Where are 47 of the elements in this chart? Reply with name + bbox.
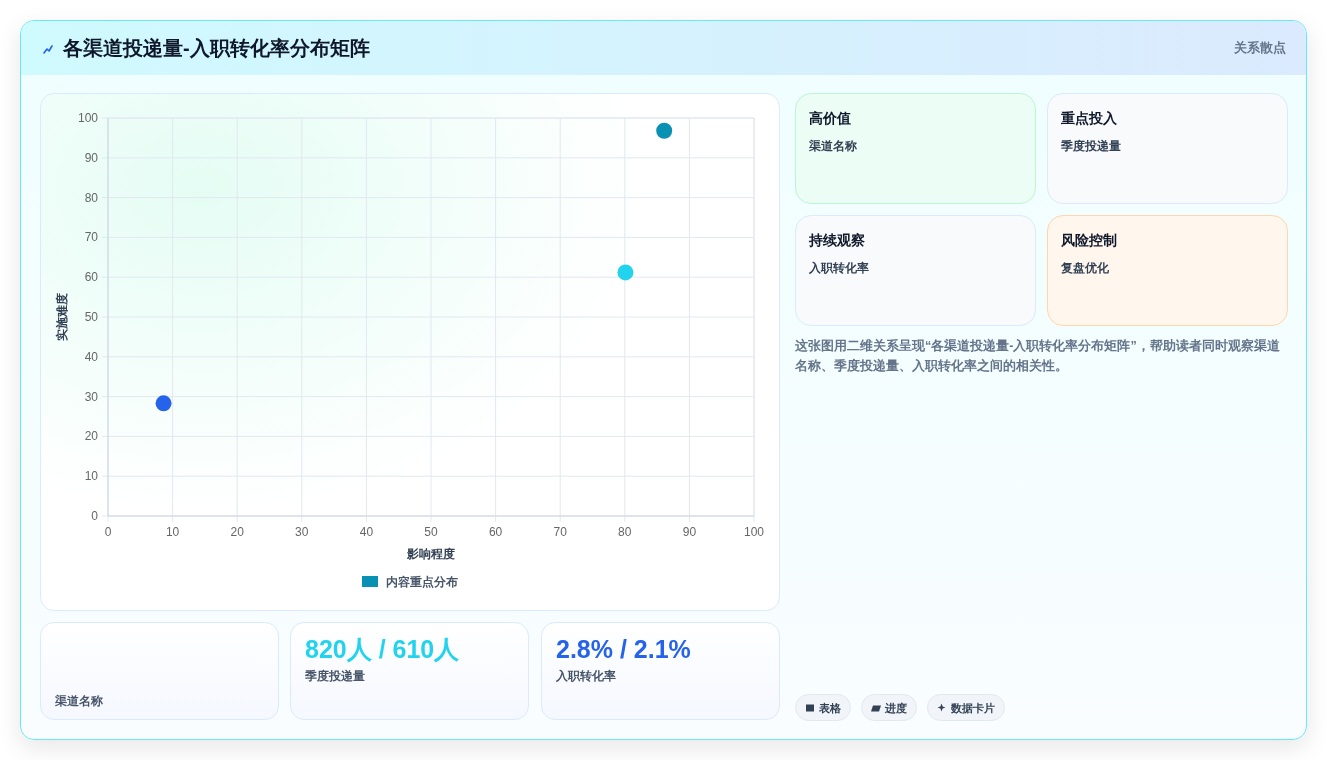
x-tick-label: 0 [104, 525, 112, 539]
text: 复盘优化 [1061, 260, 1109, 276]
text: 820人 / 610人 [305, 635, 460, 663]
y-tick-label: 70 [84, 230, 99, 245]
y-tick-label: 60 [84, 270, 99, 285]
text: 2.8% / 2.1% [556, 635, 691, 663]
x-tick-label: 60 [488, 525, 503, 539]
text: 高价值 [809, 109, 851, 127]
text: 渠道名称 [55, 693, 103, 709]
text: 渠道名称 [809, 138, 857, 154]
text: 数据卡片 [951, 700, 995, 715]
text: 持续观察 [809, 231, 865, 249]
y-tick-label: 30 [84, 389, 99, 404]
legend-label: 内容重点分布 [386, 575, 458, 589]
x-tick-label: 70 [553, 525, 568, 539]
text: 季度投递量 [1061, 138, 1121, 154]
point [155, 395, 172, 412]
x-tick-label: 10 [165, 525, 180, 539]
text: 各渠道投递量-入职转化率分布矩阵 [63, 36, 370, 60]
text: 重点投入 [1061, 109, 1117, 127]
text: 入职转化率 [809, 260, 869, 276]
text: 这张图用二维关系呈现“各渠道投递量-入职转化率分布矩阵”，帮助读者同时观察渠道名称、季度投递量、入职转化率之间的相关性。 [795, 337, 1281, 375]
text: 季度投递量 [305, 668, 365, 684]
y-tick-label: 0 [91, 509, 99, 523]
y-tick-label: 50 [84, 310, 99, 324]
x-tick-label: 20 [230, 525, 245, 539]
x-tick-label: 90 [682, 525, 697, 539]
text: 风险控制 [1061, 231, 1117, 249]
y-tick-label: 10 [84, 469, 99, 484]
y-tick-label: 80 [84, 190, 99, 205]
y-tick-label: 100 [77, 111, 99, 125]
x-axis-title: 影响程度 [406, 547, 455, 561]
text: 表格 [819, 700, 841, 715]
y-axis-title: 实施难度 [55, 293, 69, 341]
x-tick-label: 50 [424, 525, 438, 539]
x-tick-label: 30 [295, 525, 309, 539]
x-tick-label: 80 [618, 525, 632, 539]
y-tick-label: 40 [84, 349, 99, 364]
text: 进度 [885, 700, 907, 715]
text: 入职转化率 [556, 668, 616, 684]
point [656, 122, 673, 139]
y-tick-label: 20 [84, 429, 99, 444]
x-tick-label: 100 [743, 525, 765, 539]
text: 关系散点 [1234, 40, 1286, 56]
x-tick-label: 40 [359, 525, 374, 539]
point [617, 264, 634, 281]
y-tick-label: 90 [84, 150, 99, 165]
